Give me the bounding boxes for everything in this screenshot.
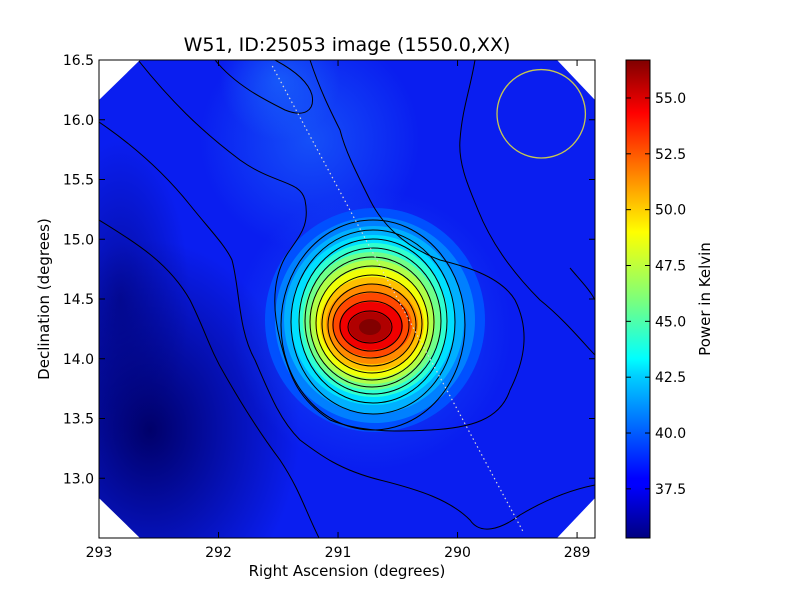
contour-top-loop [214,60,314,114]
contour-ring-4 [304,247,442,395]
contour-right [459,60,595,356]
colorbar-label: Power in Kelvin [696,242,714,356]
y-tick-label: 16.5 [63,53,94,69]
dark-region-left [99,140,190,460]
contour-ring-6 [315,265,429,381]
contour-ring-3 [298,238,448,404]
chart-title: W51, ID:25053 image (1550.0,XX) [184,34,511,56]
contour-left-upper [99,121,595,530]
bright-streak-top [220,60,340,140]
colorbar-ticks: 37.5 40.0 42.5 45.0 47.5 50.0 52.5 55.0 [626,91,686,498]
colorbar [625,59,651,539]
contour-ring-2 [290,229,456,415]
y-tick-label: 15.0 [63,232,94,248]
contour-lines [99,60,595,538]
y-tick-label: 13.0 [63,471,94,487]
contour-ring-5 [309,256,435,388]
colorbar-tick-label: 45.0 [655,314,686,330]
contour-ring-10 [339,300,403,352]
beam-circle [496,68,587,159]
colorbar-tick-label: 40.0 [655,426,686,442]
level-14 [359,319,381,335]
contour-ring-1 [280,219,466,431]
x-axis-ticks: 293 292 291 290 289 [86,60,591,561]
galactic-plane-line [271,65,524,533]
x-tick-label: 293 [86,545,113,561]
x-tick-label: 292 [205,545,232,561]
colorbar-tick-label: 42.5 [655,370,686,386]
colorbar-tick-label: 37.5 [655,482,686,498]
x-tick-label: 289 [564,545,591,561]
contour-lower-left [99,219,321,538]
y-tick-label: 14.5 [63,292,94,308]
contour-ring-11 [347,310,393,344]
colorbar-tick-label: 47.5 [655,258,686,274]
x-tick-label: 290 [444,545,471,561]
colorbar-tick-label: 55.0 [655,91,686,107]
y-tick-label: 14.0 [63,352,94,368]
y-axis-label: Declination (degrees) [35,218,53,380]
x-tick-label: 291 [325,545,352,561]
contour-ring-7 [321,274,423,374]
source-levels [265,208,485,432]
y-axis-ticks: 13.0 13.5 14.0 14.5 15.0 15.5 16.0 16.5 [63,53,595,487]
colorbar-tick-label: 52.5 [655,147,686,163]
x-axis-label: Right Ascension (degrees) [249,562,446,580]
contour-top-right [569,267,595,301]
contour-ring-8 [327,283,417,367]
colorbar-tick-label: 50.0 [655,203,686,219]
heatmap-image [99,60,595,538]
y-tick-label: 13.5 [63,412,94,428]
contour-upper [137,60,525,432]
contour-ring-9 [332,291,410,359]
y-tick-label: 15.5 [63,173,94,189]
y-tick-label: 16.0 [63,113,94,129]
